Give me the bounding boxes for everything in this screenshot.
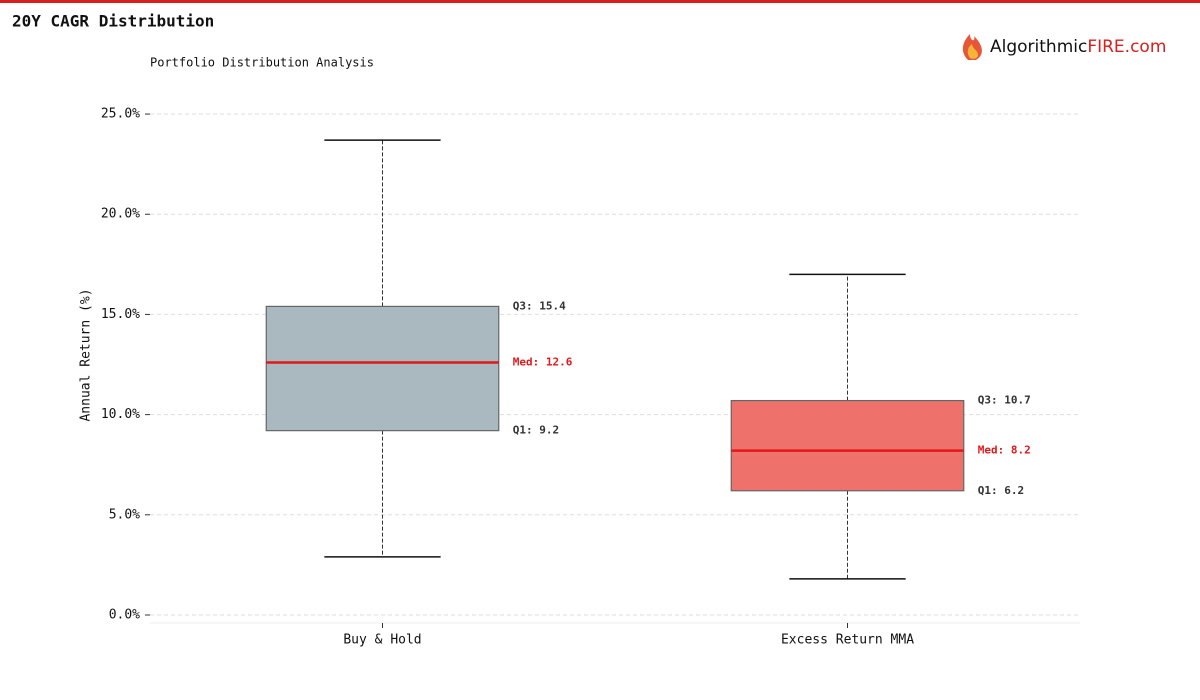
y-tick-label: 15.0% xyxy=(101,307,140,322)
y-tick-label: 25.0% xyxy=(101,107,140,122)
q1-label: Q1: 6.2 xyxy=(978,484,1024,497)
chart-title: 20Y CAGR Distribution xyxy=(12,12,214,31)
y-axis-label: Annual Return (%) xyxy=(79,288,94,421)
q1-label: Q1: 9.2 xyxy=(513,424,559,437)
q3-label: Q3: 10.7 xyxy=(978,394,1031,407)
q3-label: Q3: 15.4 xyxy=(513,299,566,312)
box xyxy=(730,399,965,492)
logo: AlgorithmicFIRE.com xyxy=(962,34,1166,60)
y-tick-label: 5.0% xyxy=(109,507,140,522)
x-tick-label: Buy & Hold xyxy=(343,633,421,648)
logo-flame-inner xyxy=(967,44,978,59)
logo-prefix: Algorithmic xyxy=(990,37,1087,57)
chart-subtitle: Portfolio Distribution Analysis xyxy=(150,56,374,70)
box xyxy=(265,305,500,432)
logo-highlight: FIRE.com xyxy=(1087,37,1166,57)
median-label: Med: 12.6 xyxy=(513,356,573,369)
y-tick-label: 0.0% xyxy=(109,607,140,622)
top-bar xyxy=(0,0,1200,3)
x-tick-label: Excess Return MMA xyxy=(781,633,914,648)
y-tick-label: 10.0% xyxy=(101,407,140,422)
median-label: Med: 8.2 xyxy=(978,444,1031,457)
y-tick-label: 20.0% xyxy=(101,207,140,222)
logo-text: AlgorithmicFIRE.com xyxy=(990,37,1166,57)
